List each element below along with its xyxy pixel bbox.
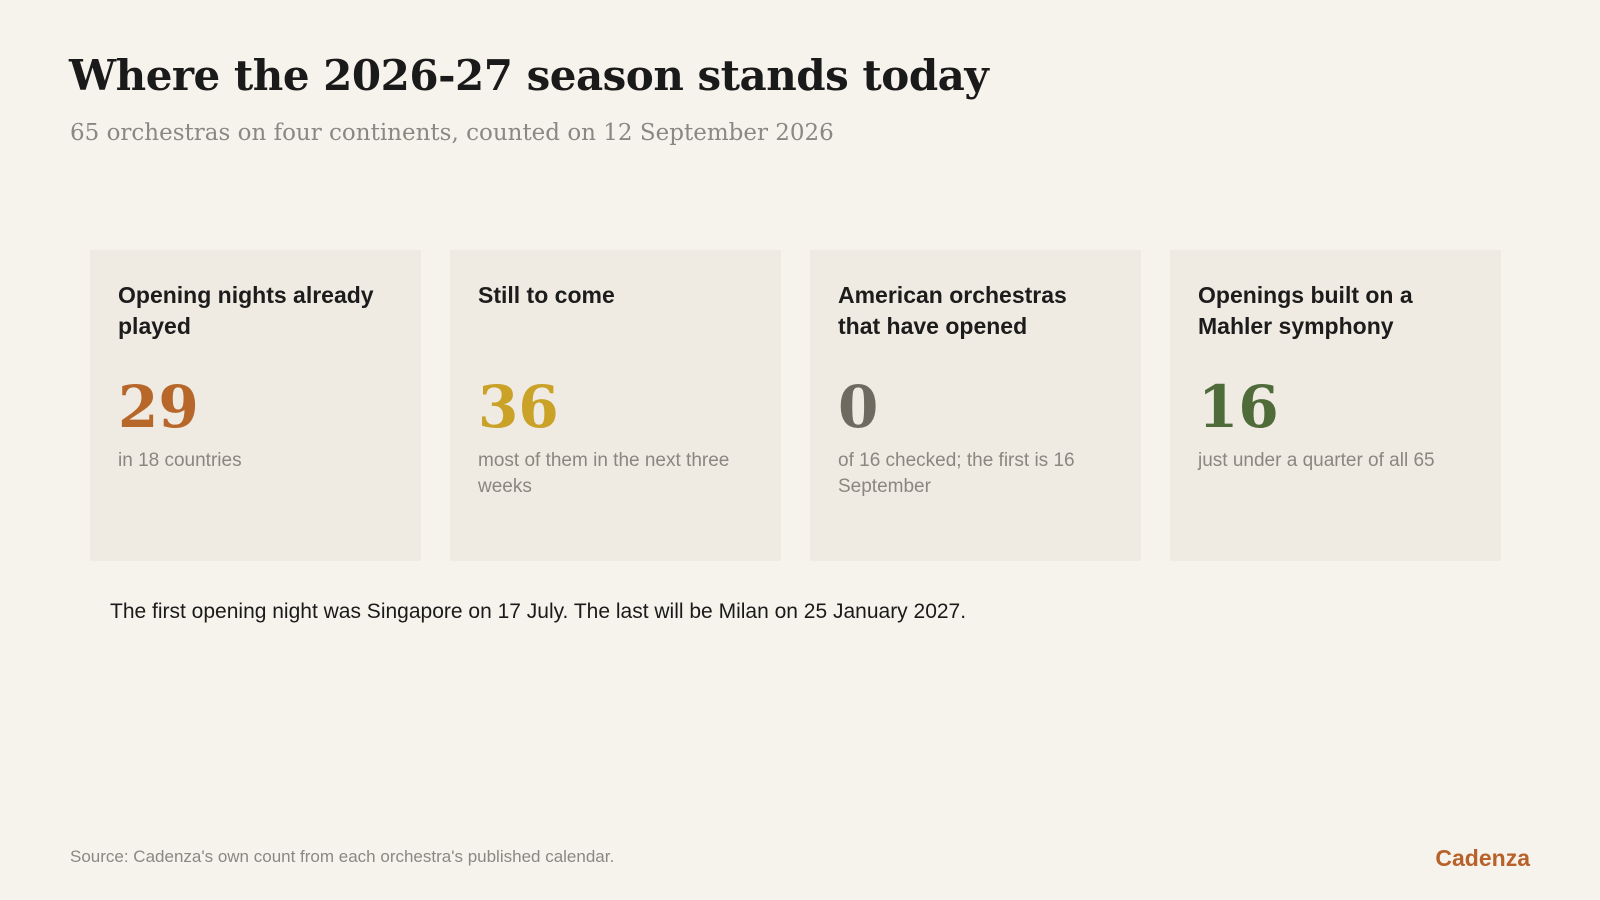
stat-card-american: American orchestras that have opened 0 o… bbox=[810, 250, 1141, 561]
stat-card-to-come: Still to come 36 most of them in the nex… bbox=[450, 250, 781, 561]
page-subtitle: 65 orchestras on four continents, counte… bbox=[70, 120, 834, 146]
stat-card-label: Openings built on a Mahler symphony bbox=[1198, 282, 1413, 339]
stat-card-label: Still to come bbox=[478, 282, 615, 308]
brand-logo: Cadenza bbox=[1435, 845, 1530, 871]
summary-footnote: The first opening night was Singapore on… bbox=[110, 600, 967, 623]
stat-card-value: 29 bbox=[118, 373, 199, 441]
page-title: Where the 2026-27 season stands today bbox=[69, 51, 989, 100]
stat-card-played: Opening nights already played 29 in 18 c… bbox=[90, 250, 421, 561]
stat-cards: Opening nights already played 29 in 18 c… bbox=[90, 250, 1501, 561]
stat-card-mahler: Openings built on a Mahler symphony 16 j… bbox=[1170, 250, 1501, 561]
stat-card-label: Opening nights already played bbox=[118, 282, 374, 339]
stat-card-value: 36 bbox=[478, 373, 559, 441]
stat-card-note: in 18 countries bbox=[118, 450, 242, 471]
stat-card-note: just under a quarter of all 65 bbox=[1198, 450, 1435, 471]
stat-card-value: 0 bbox=[838, 373, 879, 441]
stat-card-note: most of them in the next three weeks bbox=[478, 450, 730, 497]
source-note: Source: Cadenza's own count from each or… bbox=[70, 847, 615, 866]
stat-card-note: of 16 checked; the first is 16 September bbox=[838, 450, 1075, 497]
stat-card-value: 16 bbox=[1198, 373, 1279, 441]
stat-card-label: American orchestras that have opened bbox=[838, 282, 1067, 339]
